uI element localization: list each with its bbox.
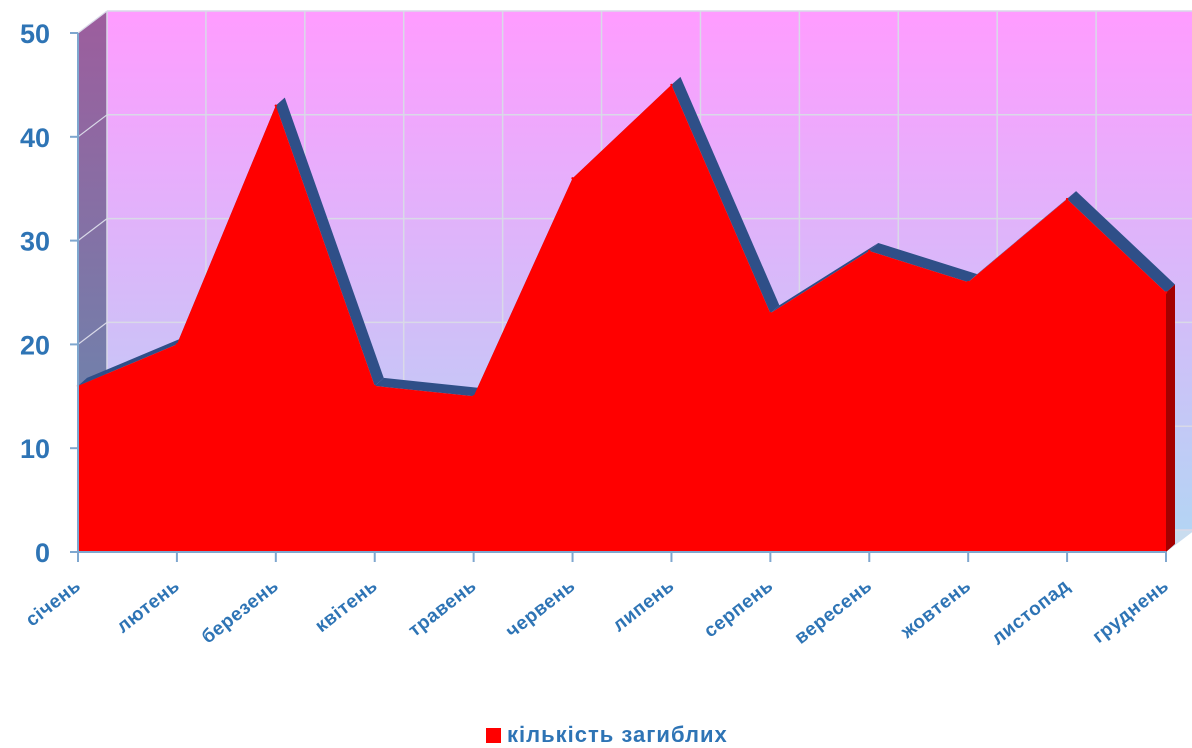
grid-line-side <box>77 321 108 345</box>
y-tick-label: 10 <box>20 434 50 464</box>
axes <box>70 32 1167 562</box>
x-tick-label: липень <box>609 575 679 636</box>
x-tick-label: серпень <box>700 575 777 642</box>
x-tick-label: груднень <box>1089 575 1173 647</box>
data-point <box>1065 197 1069 201</box>
x-tick-label: листопад <box>988 575 1074 649</box>
legend-label: кількість загиблих <box>507 722 728 747</box>
y-axis-ticks: 0 10 20 30 40 50 <box>20 19 50 568</box>
grid-line-side <box>77 114 108 138</box>
data-point <box>868 249 871 253</box>
data-point <box>769 312 772 315</box>
x-axis-ticks: січень лютень березень квітень травень червен… <box>22 575 1173 649</box>
grid-line-side <box>77 10 108 34</box>
area-top-edge <box>671 76 780 314</box>
data-point <box>274 104 278 107</box>
y-tick-label: 50 <box>20 19 50 49</box>
data-point <box>571 177 574 180</box>
area-top-edge <box>374 377 483 397</box>
area-end-cap <box>1166 284 1175 552</box>
legend: кількість загиблих <box>486 722 728 748</box>
x-tick-label: травень <box>405 575 481 641</box>
area-top-edge <box>869 242 978 283</box>
y-tick-label: 0 <box>35 538 50 568</box>
x-tick-label: квітень <box>311 575 381 636</box>
area-front <box>78 84 1166 553</box>
x-tick-label: жовтень <box>896 575 975 643</box>
data-point <box>175 343 179 346</box>
area-top-edge <box>968 191 1077 283</box>
area-series <box>76 76 1175 553</box>
x-tick-label: лютень <box>113 575 184 637</box>
data-point <box>966 280 970 284</box>
legend-swatch <box>486 727 501 743</box>
y-tick-label: 40 <box>20 123 50 153</box>
data-point <box>373 384 376 388</box>
x-tick-label: вересень <box>791 575 877 648</box>
data-point <box>670 83 673 87</box>
area-top-edge <box>1067 191 1175 293</box>
x-tick-label: березень <box>198 575 283 648</box>
area-top-edge <box>78 336 186 386</box>
x-tick-label: червень <box>502 575 579 642</box>
data-point <box>1164 291 1168 294</box>
area-top-edge <box>275 97 384 386</box>
y-tick-label: 20 <box>20 330 50 360</box>
area-top-edge <box>770 242 879 314</box>
y-tick-label: 30 <box>20 227 50 257</box>
x-tick-label: січень <box>22 575 85 631</box>
data-point <box>472 395 475 398</box>
grid-line-side <box>77 218 108 242</box>
